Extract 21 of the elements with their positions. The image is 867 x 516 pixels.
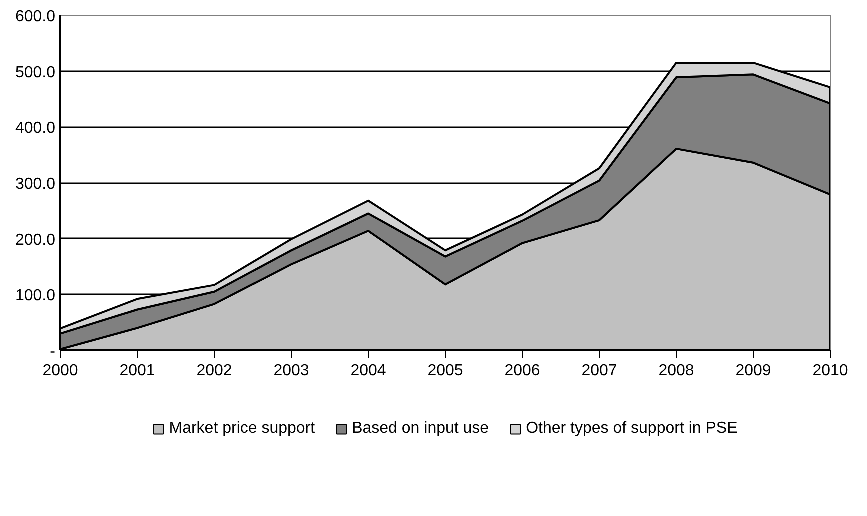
x-tick-label: 2002 — [196, 362, 232, 380]
legend-label: Other types of support in PSE — [526, 420, 738, 438]
x-tick-label: 2010 — [812, 362, 848, 380]
x-tick-label: 2009 — [736, 362, 772, 380]
y-tick-label: 600.0 — [15, 8, 56, 26]
x-tick-label: 2004 — [350, 362, 386, 380]
x-tick-label: 2001 — [120, 362, 156, 380]
y-tick-label: 200.0 — [15, 232, 56, 249]
y-tick-label: 100.0 — [15, 288, 56, 305]
legend-label: Based on input use — [352, 420, 490, 438]
x-tick-label: 2006 — [504, 362, 540, 380]
y-tick-label: 500.0 — [15, 64, 56, 82]
x-tick-label: 2007 — [582, 362, 618, 380]
y-tick-label: 300.0 — [15, 176, 56, 193]
x-tick-label: 2003 — [274, 362, 310, 380]
x-tick-label: 2000 — [42, 362, 78, 380]
y-tick-label: - — [50, 344, 56, 360]
x-tick-label: 2008 — [658, 362, 694, 380]
y-tick-label: 400.0 — [15, 120, 56, 138]
x-tick-label: 2005 — [428, 362, 464, 380]
legend-label: Market price support — [169, 420, 316, 438]
